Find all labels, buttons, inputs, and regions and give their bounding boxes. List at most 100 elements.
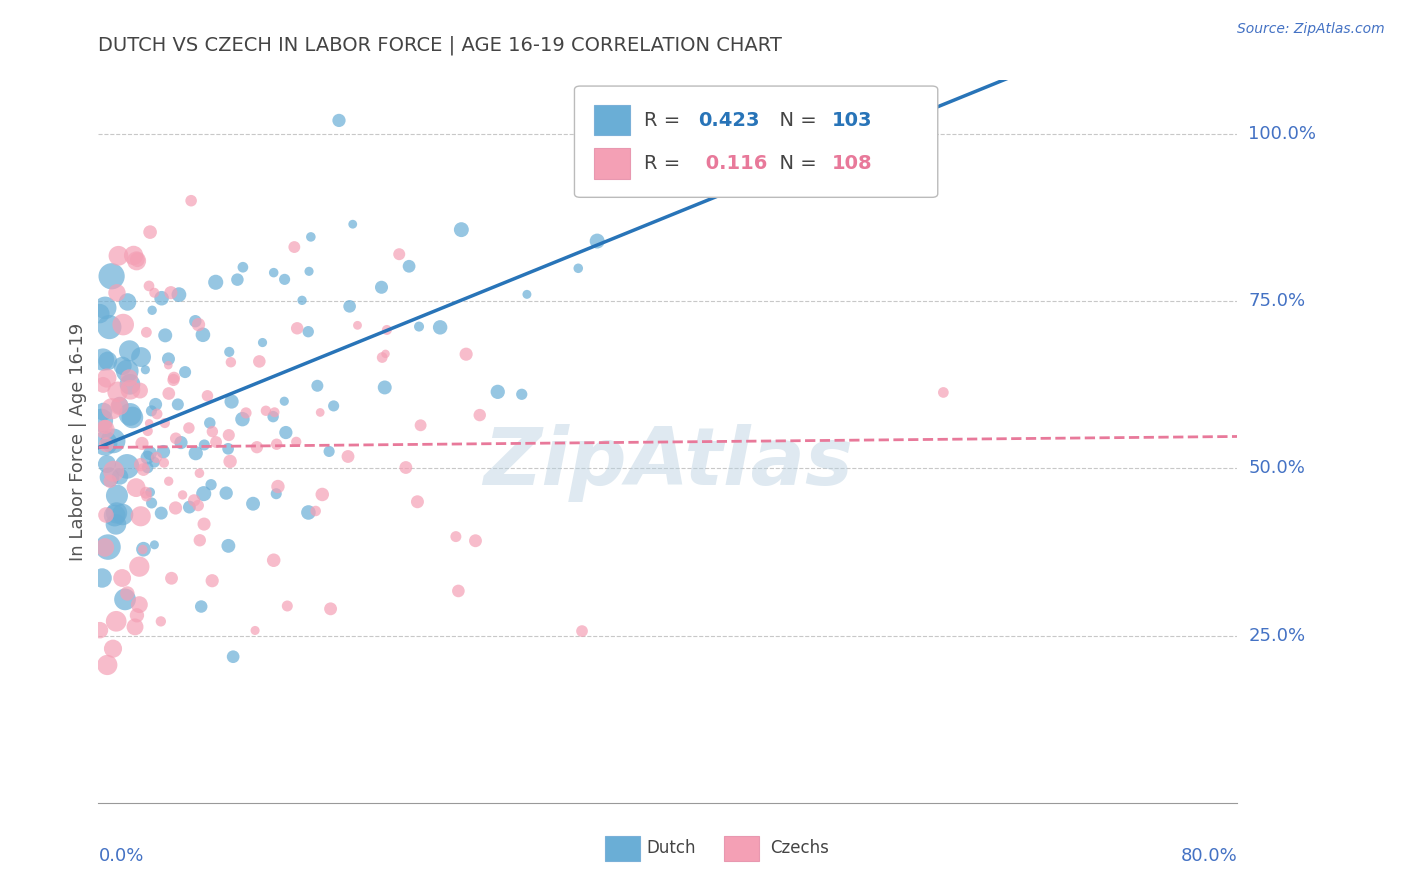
Point bbox=[346, 318, 368, 333]
Point bbox=[198, 416, 221, 430]
Point bbox=[118, 371, 141, 385]
Point bbox=[135, 489, 157, 503]
Point bbox=[117, 295, 139, 310]
Point bbox=[125, 608, 148, 623]
Point bbox=[247, 354, 270, 368]
Point bbox=[132, 462, 155, 476]
Point bbox=[105, 506, 128, 520]
Point bbox=[337, 450, 360, 464]
FancyBboxPatch shape bbox=[593, 105, 630, 136]
Point bbox=[108, 398, 131, 412]
Point bbox=[97, 540, 120, 554]
Point bbox=[153, 456, 176, 470]
Point bbox=[138, 417, 160, 431]
Point bbox=[131, 436, 153, 450]
Point bbox=[120, 408, 142, 422]
Point bbox=[218, 428, 240, 442]
Point bbox=[143, 455, 166, 469]
Point bbox=[252, 335, 274, 350]
Point bbox=[374, 380, 396, 394]
Point bbox=[586, 234, 609, 248]
Point bbox=[444, 530, 467, 544]
Point bbox=[153, 416, 176, 430]
Point bbox=[103, 464, 125, 478]
Point bbox=[307, 378, 329, 392]
Point bbox=[129, 384, 152, 398]
Point bbox=[174, 365, 197, 379]
Point bbox=[285, 434, 308, 449]
Point bbox=[299, 230, 322, 244]
Text: 25.0%: 25.0% bbox=[1249, 626, 1306, 645]
Point bbox=[318, 444, 340, 458]
Point bbox=[429, 320, 451, 334]
Point bbox=[266, 437, 288, 451]
Point bbox=[141, 303, 163, 318]
Point bbox=[139, 485, 162, 500]
Point bbox=[450, 222, 472, 236]
Point bbox=[180, 194, 202, 208]
Text: Czechs: Czechs bbox=[770, 839, 830, 857]
Point bbox=[138, 279, 160, 293]
Point bbox=[120, 383, 142, 397]
Point bbox=[165, 431, 187, 445]
Point bbox=[231, 412, 253, 426]
Point bbox=[121, 410, 143, 425]
Point bbox=[98, 470, 121, 484]
Point bbox=[117, 586, 139, 600]
Point bbox=[101, 641, 124, 656]
Point bbox=[305, 504, 328, 518]
Point bbox=[160, 285, 183, 300]
Point bbox=[125, 253, 148, 268]
Point bbox=[136, 460, 159, 475]
Point bbox=[371, 351, 394, 365]
Point bbox=[319, 602, 342, 616]
Point bbox=[135, 485, 157, 500]
FancyBboxPatch shape bbox=[575, 86, 938, 197]
Point bbox=[184, 314, 207, 328]
Point bbox=[193, 438, 215, 452]
Y-axis label: In Labor Force | Age 16-19: In Labor Force | Age 16-19 bbox=[69, 322, 87, 561]
Text: 103: 103 bbox=[832, 111, 872, 129]
Point bbox=[132, 542, 155, 557]
Point bbox=[166, 397, 188, 411]
Point bbox=[235, 406, 257, 420]
Point bbox=[267, 479, 290, 493]
Point bbox=[94, 508, 117, 522]
Point bbox=[567, 261, 589, 276]
Point bbox=[152, 444, 174, 458]
Point bbox=[283, 240, 305, 254]
Point bbox=[468, 408, 491, 422]
Point bbox=[932, 385, 955, 400]
Point bbox=[464, 533, 486, 548]
Point bbox=[309, 405, 332, 419]
Text: 80.0%: 80.0% bbox=[1181, 847, 1237, 865]
Point bbox=[191, 327, 214, 342]
Point bbox=[157, 351, 180, 366]
Point bbox=[222, 649, 245, 664]
Text: Dutch: Dutch bbox=[647, 839, 696, 857]
Text: 0.0%: 0.0% bbox=[98, 847, 143, 865]
Point bbox=[112, 318, 135, 332]
Point bbox=[217, 442, 239, 456]
Point bbox=[96, 657, 118, 672]
Point bbox=[447, 584, 470, 599]
Point bbox=[342, 217, 364, 231]
Text: 75.0%: 75.0% bbox=[1249, 292, 1306, 310]
Point bbox=[273, 394, 295, 409]
Point bbox=[135, 326, 157, 340]
Point bbox=[172, 488, 194, 502]
Point bbox=[115, 459, 138, 474]
Point bbox=[108, 399, 131, 413]
Point bbox=[585, 128, 607, 143]
Point bbox=[398, 260, 420, 274]
Point bbox=[395, 460, 418, 475]
Point bbox=[163, 370, 186, 384]
Point bbox=[90, 413, 112, 427]
Point bbox=[456, 347, 478, 361]
Point bbox=[143, 538, 166, 552]
Text: 108: 108 bbox=[832, 153, 873, 173]
Point bbox=[139, 225, 162, 239]
Point bbox=[96, 457, 118, 471]
Point bbox=[297, 325, 319, 339]
Point bbox=[94, 420, 117, 434]
